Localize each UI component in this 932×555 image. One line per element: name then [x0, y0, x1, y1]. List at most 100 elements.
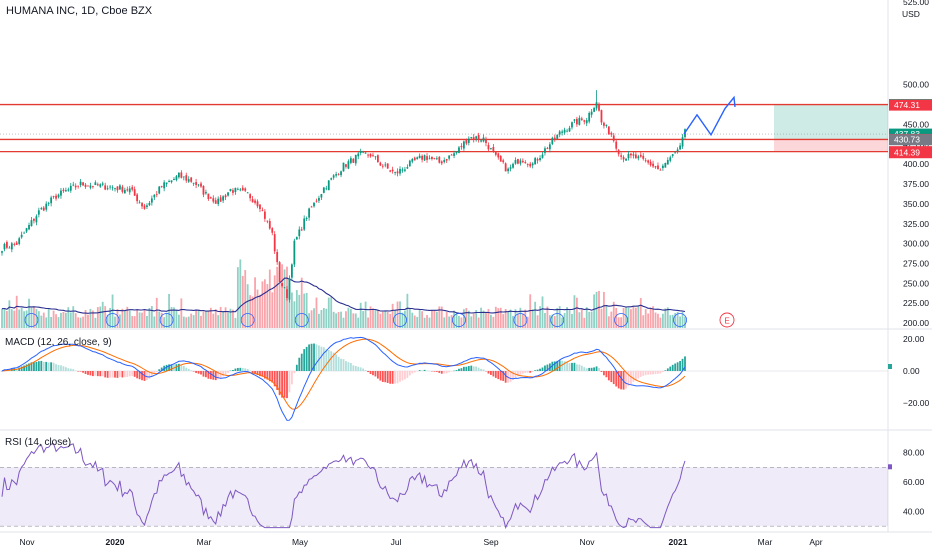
volume-bar: [647, 314, 649, 328]
macd-histogram-bar: [198, 371, 200, 374]
candle-body: [431, 157, 433, 159]
volume-bar: [141, 313, 143, 328]
candle-body: [529, 164, 531, 167]
volume-bar: [8, 300, 10, 328]
macd-histogram-bar: [43, 362, 45, 371]
macd-histogram-bar: [50, 362, 52, 371]
macd-histogram-bar: [524, 371, 526, 373]
candle-body: [461, 146, 463, 147]
volume-bar: [601, 309, 603, 328]
candle-body: [453, 153, 455, 156]
candle-body: [628, 154, 630, 158]
candle-body: [136, 195, 138, 202]
volume-bar: [53, 311, 55, 328]
volume-bar: [281, 264, 283, 328]
volume-bar: [362, 311, 364, 328]
candle-body: [38, 210, 40, 214]
macd-histogram-bar: [141, 371, 143, 380]
macd-histogram-bar: [529, 371, 531, 373]
candle-body: [524, 162, 526, 163]
candle-body: [618, 150, 620, 154]
candle-body: [630, 154, 632, 156]
candle-body: [1, 251, 3, 253]
volume-bar: [318, 314, 320, 328]
macd-histogram-bar: [340, 359, 342, 371]
candle-body: [473, 137, 475, 140]
candle-body: [443, 160, 445, 162]
macd-histogram-bar: [183, 366, 185, 371]
macd-histogram-bar: [377, 371, 379, 379]
volume-bar: [13, 311, 15, 328]
volume-bar: [360, 303, 362, 328]
volume-bar: [596, 292, 598, 328]
volume-bar: [323, 308, 325, 328]
candle-body: [456, 152, 458, 153]
candle-body: [669, 157, 671, 160]
volume-bar: [75, 313, 77, 328]
volume-bar: [512, 316, 514, 328]
projection-path[interactable]: [684, 97, 735, 134]
macd-pane-title: MACD (12, 26, close, 9): [5, 337, 112, 348]
candle-body: [318, 198, 320, 201]
volume-bar: [67, 307, 69, 328]
volume-bar: [215, 309, 217, 328]
candle-body: [527, 164, 529, 165]
macd-histogram-bar: [664, 370, 666, 371]
candle-body: [392, 170, 394, 172]
volume-bar: [31, 308, 33, 328]
candle-body: [173, 179, 175, 180]
candle-body: [397, 171, 399, 173]
candle-body: [207, 194, 209, 199]
candle-body: [593, 108, 595, 112]
volume-bar: [151, 306, 153, 328]
candle-body: [203, 186, 205, 195]
macd-histogram-bar: [605, 371, 607, 377]
macd-histogram-bar: [473, 366, 475, 371]
volume-bar: [234, 318, 236, 328]
candle-body: [566, 131, 568, 132]
macd-histogram-bar: [117, 371, 119, 378]
candle-body: [569, 128, 571, 131]
volume-bar: [190, 314, 192, 328]
candle-body: [505, 163, 507, 171]
macd-histogram-bar: [237, 368, 239, 371]
macd-histogram-bar: [156, 371, 158, 372]
candle-body: [367, 155, 369, 156]
macd-histogram-bar: [495, 371, 497, 378]
candle-body: [262, 210, 264, 211]
macd-histogram-bar: [451, 371, 453, 372]
macd-histogram-bar: [320, 347, 322, 371]
volume-bar: [574, 295, 576, 328]
macd-histogram-bar: [63, 366, 65, 371]
volume-bar: [569, 309, 571, 328]
volume-bar: [102, 302, 104, 328]
candle-body: [67, 189, 69, 190]
candle-body: [134, 189, 136, 195]
macd-histogram-bar: [90, 371, 92, 375]
volume-bar: [429, 318, 431, 328]
candle-body: [475, 136, 477, 138]
macd-histogram-bar: [357, 367, 359, 371]
candle-body: [419, 156, 421, 158]
volume-bar: [217, 315, 219, 328]
macd-histogram-bar: [610, 371, 612, 382]
volume-bar: [124, 310, 126, 328]
candle-body: [664, 163, 666, 168]
macd-histogram-bar: [669, 367, 671, 371]
macd-histogram-bar: [574, 363, 576, 371]
volume-bar: [244, 270, 246, 328]
volume-bar: [33, 306, 35, 328]
currency-label: USD: [902, 0, 920, 19]
candle-body: [625, 159, 627, 161]
price-axis-tick: 500.00: [903, 80, 929, 90]
macd-histogram-bar: [488, 371, 490, 374]
candle-body: [284, 287, 286, 288]
volume-bar: [99, 307, 101, 328]
volume-bar: [97, 307, 99, 328]
volume-bar: [139, 312, 141, 328]
candle-body: [465, 140, 467, 144]
position-loss-zone[interactable]: [774, 139, 888, 151]
macd-histogram-bar: [286, 371, 288, 398]
